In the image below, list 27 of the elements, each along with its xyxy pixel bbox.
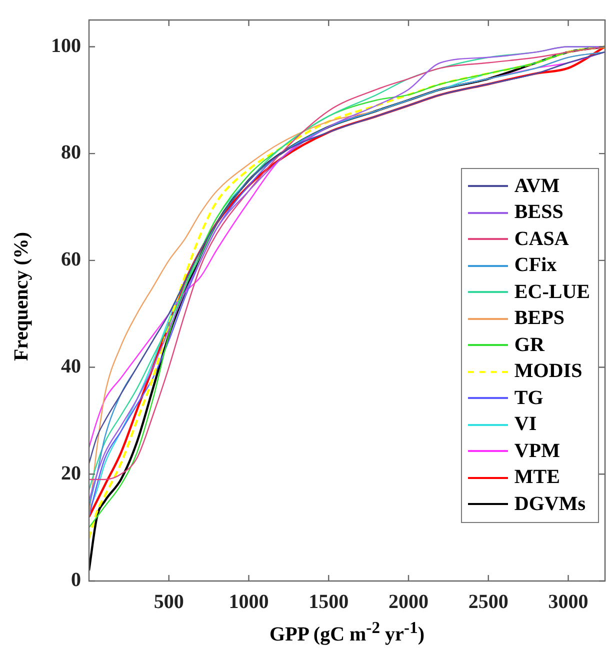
y-tick-label: 20 (61, 462, 81, 484)
legend-label: AVM (514, 174, 560, 198)
y-tick-label: 80 (61, 142, 81, 164)
legend-label: BEPS (514, 307, 564, 330)
y-axis-title: Frequency (%) (10, 230, 34, 364)
legend-label: MTE (514, 466, 560, 490)
legend-label: DGVMs (514, 492, 586, 516)
legend-label: MODIS (514, 360, 582, 384)
x-tick-label: 500 (154, 591, 184, 614)
legend-label: TG (514, 386, 544, 410)
legend-label: CASA (514, 228, 569, 251)
legend-label: BESS (514, 201, 564, 224)
x-axis-title: GPP (gC m$^{-2}$ yr$^{-1}$) (268, 618, 426, 647)
y-tick-label: 0 (71, 569, 81, 592)
x-tick-label: 1000 (228, 591, 269, 614)
x-tick-label: 3000 (548, 591, 588, 614)
legend-label: VPM (514, 440, 560, 463)
legend-label: VI (514, 413, 537, 436)
x-tick-label: 1500 (308, 591, 349, 614)
legend-label: CFix (514, 254, 557, 278)
legend-label: GR (514, 334, 544, 357)
x-tick-label: 2500 (468, 591, 508, 614)
y-tick-label: 100 (51, 34, 81, 57)
y-tick-label: 60 (61, 248, 81, 271)
legend-label: EC-LUE (514, 280, 590, 304)
x-tick-label: 2000 (388, 591, 429, 614)
y-tick-label: 40 (61, 355, 81, 378)
